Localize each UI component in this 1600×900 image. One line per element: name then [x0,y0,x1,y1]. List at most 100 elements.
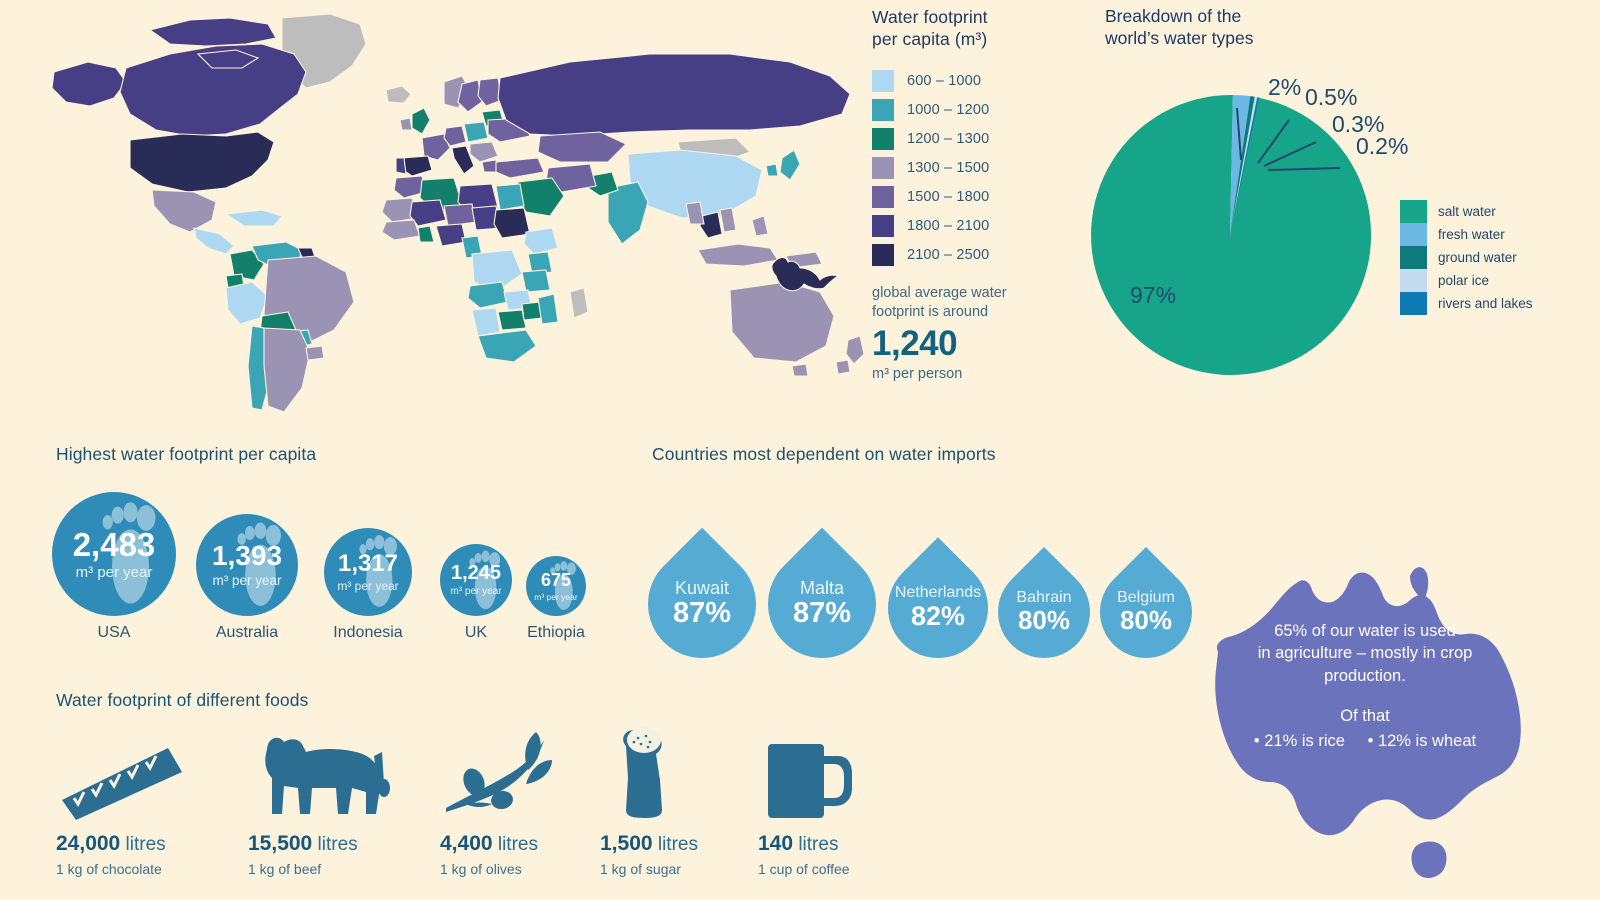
food-amount-unit: litres [657,834,698,855]
pie-legend-item-ground-water: ground water [1400,246,1533,269]
map-country-iceland [385,85,412,104]
legend-item-label: 1500 – 1800 [907,189,990,206]
map-country-mexico [151,189,217,233]
pie-leader-line-03pct [1263,141,1317,167]
food-description: 1 kg of beef [248,861,322,877]
droplet-item-bahrain: Bahrain 80% [978,546,1110,678]
map-country-ireland [399,117,413,131]
food-amount-value: 4,400 [440,832,493,855]
map-country-russia [497,53,851,137]
map-country-new-zealand-south [835,359,851,375]
map-country-france [421,133,451,161]
sugar-sack-icon [600,726,698,822]
droplet-country: Netherlands [894,584,982,602]
legend-swatch-icon [872,215,894,238]
map-country-uruguay [305,345,325,361]
map-country-italy [451,145,475,175]
footprint-country: USA [97,624,131,641]
pie-legend-item-fresh-water: fresh water [1400,223,1533,246]
map-legend-title: Water footprint per capita (m³) [872,6,1082,51]
legend-item-label: 1300 – 1500 [907,160,990,177]
map-legend-title-line1: Water footprint [872,7,988,27]
food-amount-unit: litres [317,834,358,855]
legend-item-1200-1300: 1200 – 1300 [872,125,1082,154]
map-country-madagascar [569,287,589,319]
footprint-unit: m³ per year [75,564,153,581]
global-average-note-line2: footprint is around [872,304,989,321]
food-item-olives: 4,400 litres 1 kg of olives [440,726,570,877]
map-country-tanzania [521,269,551,293]
map-country-west-africa [381,219,421,241]
pie-chart-title: Breakdown of the world’s water types [1105,5,1365,50]
pie-chart [1090,20,1460,410]
pie-callout-2pct: 2% [1268,74,1302,100]
legend-item-label: 2100 – 2500 [907,247,990,264]
footprint-country: Indonesia [333,624,403,641]
map-legend-title-line2: per capita (m³) [872,29,988,50]
map-country-turkey [495,157,545,179]
map-country-vietnam [719,207,737,233]
map-country-sweden [457,79,483,113]
map-country-japan [779,149,801,181]
map-country-indonesia [697,243,779,267]
pie-slice-fresh-water [1230,95,1251,235]
pie-leader-line-05pct [1257,119,1290,164]
pie-slice-ground-water [1230,96,1255,235]
map-arctic-islands [148,17,277,47]
droplet-percentage: 87% [792,597,852,630]
food-item-chocolate: 24,000 litres 1 kg of chocolate [56,726,186,877]
footprint-item-usa: 2,483 m³ per year USA [52,492,176,642]
map-country-canada [119,43,307,137]
pie-legend-label: salt water [1438,204,1496,219]
legend-swatch-icon [872,128,894,151]
legend-swatch-icon [872,99,894,122]
legend-item-1000-1200: 1000 – 1200 [872,96,1082,125]
food-amount: 4,400 litres [440,832,570,856]
australia-shape [1215,572,1521,836]
food-amount: 140 litres [758,832,858,856]
pie-slice-rivers-and-lakes [1230,97,1260,235]
australia-of-that: Of that [1340,706,1390,725]
legend-item-1300-1500: 1300 – 1500 [872,154,1082,183]
map-country-uk [411,107,431,135]
pie-legend: salt water fresh water ground water pola… [1400,200,1533,315]
map-country-myanmar [685,201,705,225]
kangaroo-icon [771,256,840,292]
map-country-poland [463,121,489,143]
map-country-ethiopia [523,227,559,255]
map-country-kenya [527,251,553,275]
food-amount-value: 1,500 [600,832,653,855]
pie-legend-label: rivers and lakes [1438,296,1533,311]
australia-bullets: • 21% is rice • 12% is wheat [1200,730,1530,752]
droplet-percentage: 80% [1017,604,1071,635]
legend-item-label: 1800 – 2100 [907,218,990,235]
section-heading-foods: Water footprint of different foods [56,690,309,710]
food-amount-unit: litres [798,834,839,855]
cow-icon [248,726,398,822]
pie-legend-swatch-icon [1400,269,1427,292]
coffee-mug-icon [758,726,858,822]
map-country-korea [765,163,779,177]
map-country-argentina [263,327,311,413]
australia-annotation: 65% of our water is used in agriculture … [1200,620,1530,752]
map-country-new-zealand [845,335,865,365]
footprint-value: 1,245 [450,562,502,584]
footprint-icon [469,548,502,614]
footprint-value: 1,317 [337,550,399,577]
map-country-colombia [229,249,265,281]
pie-legend-swatch-icon [1400,246,1427,269]
pie-legend-label: polar ice [1438,273,1490,288]
map-country-mali [409,199,447,227]
footprint-item-uk: 1,245 m³ per year UK [440,544,512,642]
map-country-portugal [395,157,407,175]
cape-york-shape [1410,567,1429,600]
footprint-item-ethiopia: 675 m³ per year Ethiopia [526,556,586,642]
droplet-percentage: 82% [910,601,966,632]
map-country-niger [443,203,477,227]
map-country-usa [129,131,275,193]
map-legend-list: 600 – 1000 1000 – 1200 1200 – 1300 1300 … [872,67,1082,270]
footprint-value: 2,483 [72,526,156,563]
map-country-south-africa [477,329,537,363]
highest-footprint-chart: 2,483 m³ per year USA 1,393 m³ per year [52,482,622,642]
